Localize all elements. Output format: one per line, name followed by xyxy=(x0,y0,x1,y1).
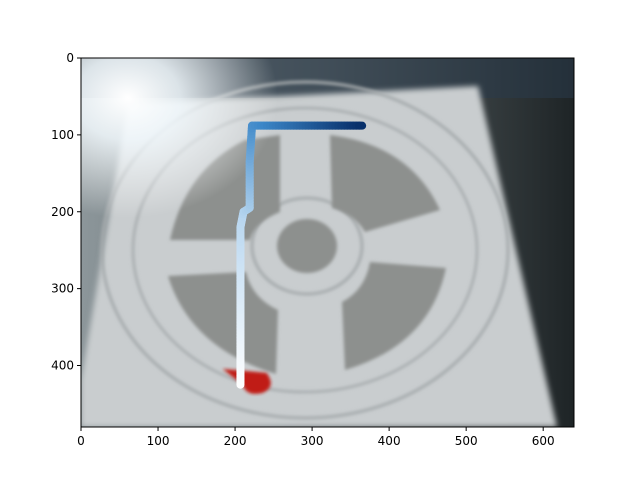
target-rings xyxy=(100,80,510,420)
x-tick-label: 600 xyxy=(532,434,555,448)
y-tick-label: 400 xyxy=(51,359,74,373)
y-tick-label: 300 xyxy=(51,282,74,296)
y-axis: 0 100 200 300 400 xyxy=(51,51,81,373)
x-tick-label: 200 xyxy=(224,434,247,448)
y-tick-label: 200 xyxy=(51,205,74,219)
x-tick-label: 0 xyxy=(77,434,85,448)
target-quadrants xyxy=(168,135,446,374)
y-tick-label: 0 xyxy=(66,51,74,65)
path-line xyxy=(236,121,367,389)
y-tick-label: 100 xyxy=(51,128,74,142)
photo-background xyxy=(81,58,574,427)
x-axis: 0 100 200 300 400 500 600 xyxy=(77,427,555,448)
x-tick-label: 300 xyxy=(301,434,324,448)
x-tick-label: 500 xyxy=(455,434,478,448)
axes-frame xyxy=(80,57,575,428)
x-tick-label: 400 xyxy=(378,434,401,448)
red-marker xyxy=(222,368,271,394)
x-tick-label: 100 xyxy=(147,434,170,448)
